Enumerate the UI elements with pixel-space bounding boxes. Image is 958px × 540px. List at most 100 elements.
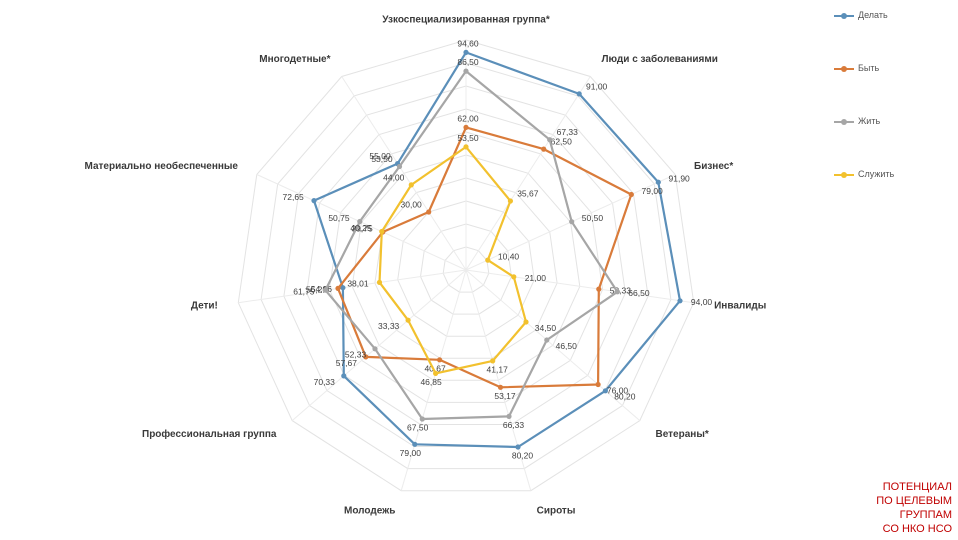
data-point — [372, 346, 378, 352]
data-label: 54,06 — [311, 284, 333, 294]
legend-marker — [841, 13, 847, 19]
caption-line: ПОТЕНЦИАЛ — [882, 481, 952, 493]
data-point — [363, 354, 369, 360]
grid-spoke — [291, 269, 467, 421]
series-line — [378, 145, 528, 375]
data-label: 44,00 — [383, 172, 405, 182]
data-point — [376, 279, 383, 285]
data-point — [614, 289, 621, 295]
data-label: 10,40 — [498, 251, 520, 261]
grid-ring — [328, 131, 604, 403]
data-label: 38,01 — [347, 279, 369, 289]
category-label: Материально необеспеченные — [85, 160, 239, 172]
data-label: 62,00 — [457, 113, 479, 123]
data-point — [628, 191, 634, 198]
data-label: 91,90 — [669, 174, 691, 184]
data-label: 39,75 — [351, 223, 373, 233]
data-point — [544, 337, 550, 343]
data-point — [541, 146, 547, 152]
grid-spoke — [465, 269, 641, 421]
data-label: 67,50 — [407, 423, 429, 433]
data-label: 33,33 — [378, 321, 400, 331]
data-point — [379, 228, 385, 235]
category-label: Инвалиды — [714, 301, 766, 312]
data-point — [515, 444, 521, 450]
data-point — [322, 287, 328, 293]
data-point — [595, 381, 601, 388]
data-point — [335, 285, 341, 291]
grid-ring — [306, 108, 626, 425]
legend-marker — [841, 172, 847, 178]
category-label: Многодетные* — [259, 54, 330, 65]
data-label: 86,50 — [457, 57, 479, 67]
caption-line: СО НКО НСО — [882, 523, 952, 535]
data-label: 72,65 — [283, 192, 305, 202]
data-point — [511, 274, 517, 280]
data-label: 53,50 — [371, 154, 393, 164]
slide-caption: ПОТЕНЦИАЛ ПО ЦЕЛЕВЫМ ГРУППАМ СО НКО НСО — [876, 480, 952, 536]
grid-ring — [237, 39, 695, 492]
legend-label: Делать — [858, 10, 888, 20]
data-point — [340, 285, 346, 291]
category-label: Профессиональная группа — [142, 428, 277, 440]
data-label: 21,00 — [525, 273, 547, 283]
data-point — [547, 137, 553, 143]
data-point — [507, 198, 513, 204]
grid-spoke — [465, 269, 532, 491]
grid-ring — [442, 246, 490, 293]
data-point — [463, 144, 469, 150]
data-point — [602, 388, 609, 394]
data-label: 46,85 — [420, 377, 442, 387]
data-point — [485, 257, 491, 263]
grid-spoke — [465, 269, 694, 304]
data-label: 66,33 — [503, 420, 525, 430]
data-point — [396, 163, 403, 170]
data-label: 46,50 — [556, 341, 578, 351]
data-point — [341, 373, 347, 379]
legend-marker — [841, 66, 847, 72]
data-label: 79,00 — [400, 448, 422, 458]
data-label: 58,33 — [610, 285, 632, 295]
data-label: 53,50 — [457, 133, 479, 143]
data-label: 50,50 — [582, 213, 604, 223]
data-point — [408, 182, 414, 188]
data-point — [412, 441, 418, 447]
legend-label: Быть — [858, 63, 880, 73]
data-point — [433, 370, 439, 376]
grid-spoke — [400, 269, 467, 491]
legend-label: Жить — [858, 116, 881, 126]
data-point — [463, 68, 469, 74]
data-point — [523, 319, 529, 325]
data-point — [596, 286, 602, 292]
data-point — [463, 124, 469, 130]
data-label: 94,00 — [691, 297, 713, 307]
category-label: Сироты — [537, 506, 576, 517]
data-label: 61,75 — [293, 287, 315, 297]
data-label: 56,21 — [306, 285, 328, 295]
data-label: 41,17 — [487, 365, 509, 375]
data-label: 70,33 — [314, 377, 336, 387]
data-label: 94,60 — [457, 38, 479, 48]
series-line — [324, 69, 619, 421]
data-point — [506, 413, 512, 419]
data-label: 52,33 — [345, 350, 367, 360]
data-label: 50,75 — [328, 213, 350, 223]
data-point — [311, 198, 317, 204]
data-label: 34,50 — [535, 323, 557, 333]
grid-ring — [374, 177, 558, 359]
data-point — [419, 416, 425, 422]
data-point — [463, 49, 469, 56]
data-label: 53,17 — [494, 391, 516, 401]
category-label: Дети! — [191, 301, 218, 312]
caption-line: ГРУППАМ — [899, 509, 952, 521]
category-label: Ветераны* — [656, 429, 709, 440]
data-label: 30,00 — [401, 199, 423, 209]
legend-label: Служить — [858, 169, 895, 179]
category-label: Бизнес* — [694, 161, 733, 172]
series-line — [312, 51, 682, 449]
data-label: 35,67 — [517, 188, 539, 198]
data-point — [576, 91, 582, 97]
data-point — [437, 357, 443, 363]
legend-marker — [841, 119, 847, 125]
